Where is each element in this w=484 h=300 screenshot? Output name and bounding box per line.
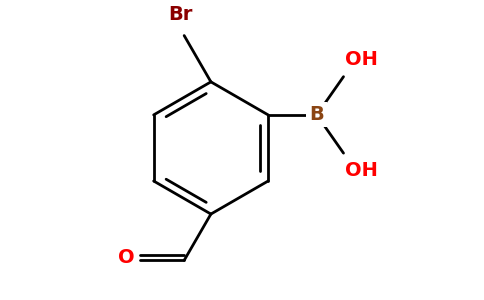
Text: O: O (118, 248, 135, 267)
Text: Br: Br (168, 5, 193, 24)
Text: OH: OH (346, 50, 378, 69)
Text: OH: OH (346, 161, 378, 180)
Text: B: B (309, 105, 324, 124)
